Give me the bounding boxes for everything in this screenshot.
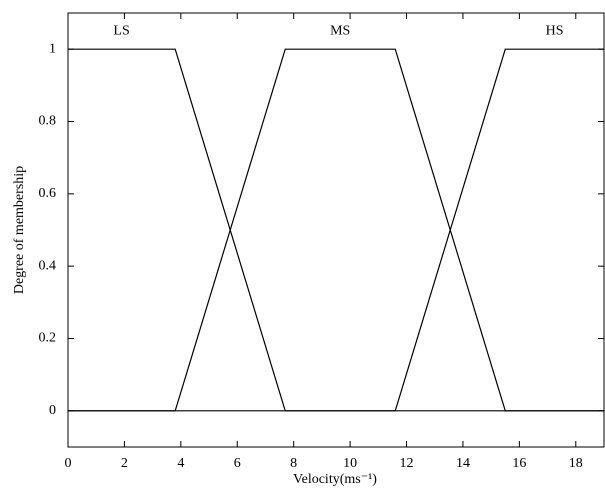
x-tick-label: 18 <box>569 456 583 471</box>
series-label: LS <box>113 23 129 38</box>
x-tick-label: 8 <box>290 456 297 471</box>
x-tick-label: 6 <box>234 456 241 471</box>
y-tick-label: 0.4 <box>39 258 57 273</box>
y-tick-label: 0.6 <box>39 186 57 201</box>
x-tick-label: 0 <box>65 456 72 471</box>
x-axis-label: Velocity(ms⁻¹) <box>293 472 377 487</box>
x-tick-label: 16 <box>512 456 526 471</box>
y-tick-label: 0.8 <box>39 114 57 129</box>
y-tick-label: 1 <box>49 41 56 56</box>
x-tick-label: 4 <box>177 456 184 471</box>
y-tick-label: 0 <box>49 403 56 418</box>
x-tick-label: 14 <box>456 456 470 471</box>
series-line <box>68 48 604 412</box>
series-line <box>68 48 604 412</box>
series-label: HS <box>546 23 564 38</box>
x-tick-label: 12 <box>400 456 414 471</box>
plot-frame <box>67 12 605 448</box>
y-tick-label: 0.2 <box>39 331 57 346</box>
y-axis-label: Degree of membership <box>12 166 27 294</box>
x-tick-label: 10 <box>343 456 357 471</box>
series-label: MS <box>330 23 350 38</box>
x-tick-label: 2 <box>121 456 128 471</box>
series-line <box>68 48 604 412</box>
